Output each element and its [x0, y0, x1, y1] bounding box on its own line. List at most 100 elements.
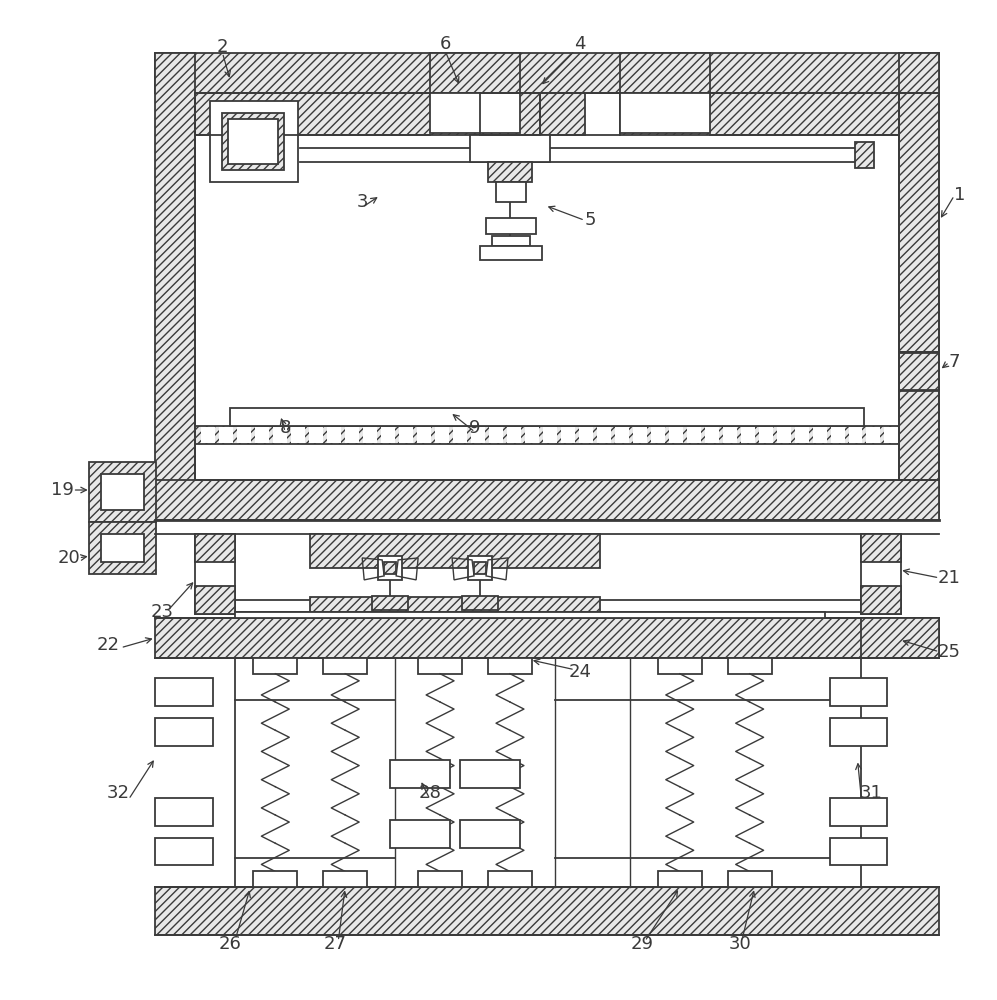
Bar [658, 658, 702, 674]
Bar [620, 53, 710, 95]
Bar [101, 534, 145, 562]
Bar [309, 427, 323, 443]
Bar [848, 427, 862, 443]
Bar [759, 427, 773, 443]
Bar [89, 522, 157, 574]
Bar [561, 427, 575, 443]
Bar [474, 562, 486, 574]
Bar [345, 427, 359, 443]
Text: 28: 28 [419, 784, 442, 802]
Bar [489, 427, 503, 443]
Bar [323, 658, 367, 674]
Bar [460, 760, 520, 788]
Text: 6: 6 [440, 35, 451, 53]
Text: 1: 1 [954, 186, 965, 204]
Bar [210, 101, 298, 182]
Text: 2: 2 [216, 38, 228, 56]
Bar [861, 534, 901, 562]
Bar [486, 218, 536, 234]
Bar [899, 53, 939, 352]
Bar [480, 93, 540, 135]
Bar [156, 887, 939, 935]
Bar [195, 586, 235, 614]
Text: 31: 31 [860, 784, 883, 802]
Text: 24: 24 [568, 663, 591, 681]
Bar [777, 427, 791, 443]
Bar [378, 556, 402, 580]
Bar [323, 871, 367, 887]
Bar [492, 236, 530, 246]
Text: 30: 30 [728, 935, 751, 953]
Bar [390, 760, 450, 788]
Bar [253, 658, 297, 674]
Text: 19: 19 [51, 481, 74, 499]
Bar [795, 427, 809, 443]
Bar [255, 427, 269, 443]
Bar [195, 534, 235, 614]
Bar [156, 53, 939, 93]
Bar [418, 871, 462, 887]
Bar [381, 427, 395, 443]
Bar [861, 534, 901, 614]
Bar [620, 93, 899, 135]
Bar [372, 596, 408, 610]
Bar [899, 390, 939, 520]
Bar [579, 427, 593, 443]
Bar [222, 113, 284, 170]
Bar [156, 480, 939, 520]
Bar [830, 798, 887, 826]
Bar [237, 427, 251, 443]
Text: 5: 5 [584, 211, 595, 229]
Bar [435, 427, 449, 443]
Bar [418, 658, 462, 674]
Bar [156, 838, 213, 865]
Bar [525, 427, 539, 443]
Bar [507, 427, 521, 443]
Bar [156, 53, 195, 520]
Bar [195, 534, 235, 562]
Bar [830, 718, 887, 746]
Bar [228, 119, 278, 164]
Text: 29: 29 [630, 935, 653, 953]
Bar [156, 798, 213, 826]
Bar [705, 427, 719, 443]
Bar [468, 556, 492, 580]
Bar [273, 427, 287, 443]
Bar [471, 427, 485, 443]
Bar [488, 871, 532, 887]
Text: 23: 23 [151, 603, 173, 621]
Bar [741, 427, 755, 443]
Bar [235, 612, 825, 618]
Bar [390, 820, 450, 848]
Bar [830, 838, 887, 865]
Bar [687, 427, 701, 443]
Bar [597, 427, 611, 443]
Bar [615, 427, 629, 443]
Bar [430, 53, 520, 95]
Text: 7: 7 [948, 353, 960, 371]
Bar [219, 427, 233, 443]
Bar [363, 427, 377, 443]
Text: 26: 26 [219, 935, 242, 953]
Text: 22: 22 [97, 636, 120, 654]
Bar [156, 618, 939, 658]
Text: 20: 20 [57, 549, 80, 567]
Bar [620, 93, 710, 133]
Bar [861, 586, 901, 614]
Text: 8: 8 [279, 419, 291, 437]
Bar [899, 353, 939, 391]
Bar [488, 162, 532, 182]
Bar [543, 427, 557, 443]
Bar [813, 427, 827, 443]
Bar [462, 596, 498, 610]
Text: 25: 25 [938, 643, 961, 661]
Bar [195, 426, 899, 444]
Bar [460, 820, 520, 848]
Bar [201, 427, 215, 443]
Text: 27: 27 [324, 935, 347, 953]
Bar [291, 427, 305, 443]
Text: 21: 21 [938, 569, 961, 587]
Bar [651, 427, 665, 443]
Bar [658, 871, 702, 887]
Bar [89, 462, 157, 522]
